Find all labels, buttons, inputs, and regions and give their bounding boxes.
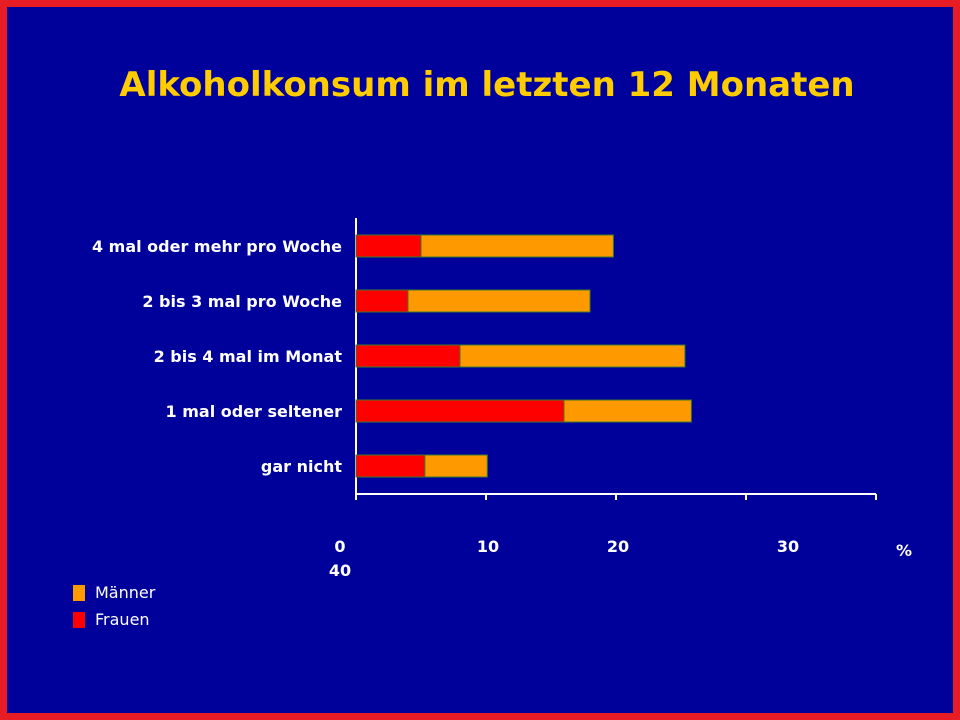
bar-maenner-1	[407, 289, 591, 313]
bar-chart: 0 10 20 30 40% 4 mal oder mehr pro Woche 2 bis…	[92, 218, 912, 580]
x-tick-label-20: 20	[607, 537, 629, 556]
category-label-3: 1 mal oder seltener	[166, 402, 343, 421]
legend-label-maenner: Männer	[95, 583, 156, 602]
legend: Männer Frauen	[73, 579, 155, 633]
bar-maenner-3	[563, 399, 692, 423]
x-tick-label-10: 10	[477, 537, 499, 556]
category-label-0: 4 mal oder mehr pro Woche	[92, 237, 342, 256]
bar-frauen-2	[355, 344, 461, 368]
category-label-2: 2 bis 4 mal im Monat	[154, 347, 343, 366]
bar-frauen-0	[355, 234, 422, 258]
chart-title: Alkoholkonsum im letzten 12 Monaten	[119, 65, 855, 105]
category-label-4: gar nicht	[261, 457, 342, 476]
legend-item-frauen: Frauen	[73, 606, 155, 633]
bar-maenner-4	[424, 454, 488, 478]
bar-frauen-4	[355, 454, 426, 478]
legend-label-frauen: Frauen	[95, 610, 150, 629]
x-tick-label-30: 30	[777, 537, 799, 556]
legend-swatch-frauen	[73, 611, 85, 628]
bar-maenner-0	[420, 234, 614, 258]
bar-frauen-1	[355, 289, 409, 313]
legend-item-maenner: Männer	[73, 579, 155, 606]
legend-swatch-maenner	[73, 584, 85, 601]
x-tick-label-0: 0	[334, 537, 345, 556]
bar-maenner-2	[459, 344, 686, 368]
bar-frauen-3	[355, 399, 565, 423]
category-label-1: 2 bis 3 mal pro Woche	[142, 292, 342, 311]
x-tick-label-40: 40	[329, 561, 351, 580]
x-unit-label: %	[896, 541, 912, 560]
